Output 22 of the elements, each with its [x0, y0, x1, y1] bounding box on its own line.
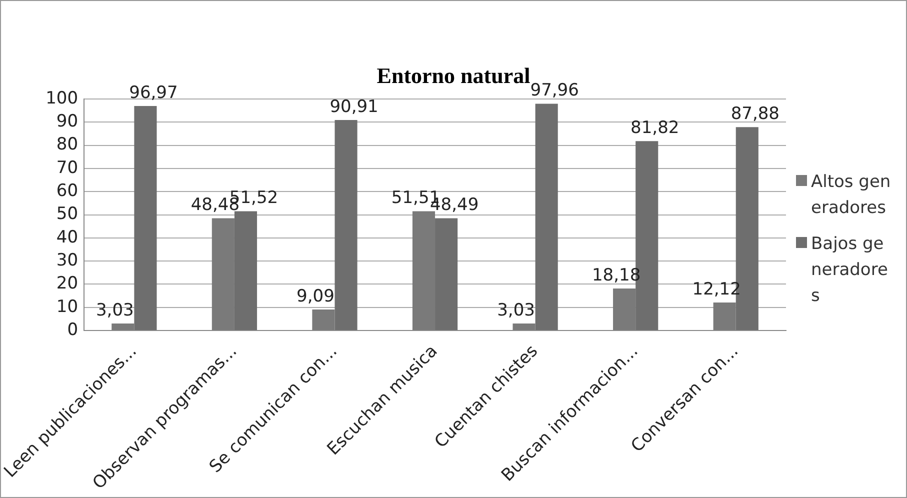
legend-label: Bajos generadores [811, 233, 889, 308]
y-tick-label: 100 [46, 88, 78, 108]
data-label: 90,91 [330, 96, 378, 117]
data-label: 3,03 [497, 300, 535, 320]
y-tick-label: 70 [56, 158, 78, 178]
y-tick-label: 80 [56, 134, 78, 155]
y-tick-label: 40 [56, 227, 78, 248]
y-tick-label: 30 [56, 250, 78, 271]
y-tick-label: 50 [56, 204, 78, 224]
y-tick-label: 10 [56, 296, 78, 317]
data-label: 9,09 [296, 286, 334, 306]
legend-label: Altos generadores [811, 171, 891, 220]
y-tick-label: 90 [56, 112, 78, 132]
data-label: 3,03 [96, 300, 134, 320]
data-label: 97,96 [530, 80, 579, 101]
y-tick-label: 20 [56, 274, 78, 294]
y-tick-label: 0 [67, 320, 78, 340]
y-tick-label: 60 [56, 181, 78, 202]
data-label: 81,82 [630, 118, 680, 138]
data-label: 87,88 [730, 104, 780, 124]
chart-title: Entorno natural [376, 63, 530, 88]
data-label: 96,97 [129, 82, 178, 103]
